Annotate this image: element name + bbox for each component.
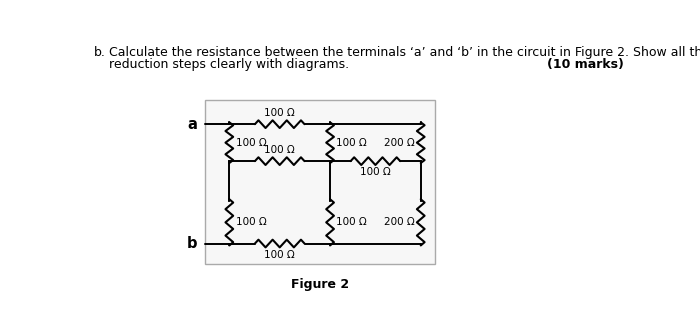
Text: b: b xyxy=(187,236,197,251)
Text: reduction steps clearly with diagrams.: reduction steps clearly with diagrams. xyxy=(109,58,349,71)
Text: Figure 2: Figure 2 xyxy=(291,278,349,291)
Text: b.: b. xyxy=(94,46,106,59)
Text: 100 Ω: 100 Ω xyxy=(265,145,295,155)
Text: 100 Ω: 100 Ω xyxy=(265,250,295,260)
Text: (10 marks): (10 marks) xyxy=(547,58,624,71)
Text: 100 Ω: 100 Ω xyxy=(336,217,367,227)
Text: a: a xyxy=(188,117,197,132)
Text: Calculate the resistance between the terminals ‘a’ and ‘b’ in the circuit in Fig: Calculate the resistance between the ter… xyxy=(109,46,700,59)
Text: 100 Ω: 100 Ω xyxy=(265,108,295,118)
Text: 200 Ω: 200 Ω xyxy=(384,217,414,227)
Text: 200 Ω: 200 Ω xyxy=(384,138,414,148)
Text: 100 Ω: 100 Ω xyxy=(336,138,367,148)
Bar xyxy=(205,100,435,264)
Text: 100 Ω: 100 Ω xyxy=(235,217,266,227)
Text: 100 Ω: 100 Ω xyxy=(360,167,391,177)
Text: 100 Ω: 100 Ω xyxy=(235,138,266,148)
